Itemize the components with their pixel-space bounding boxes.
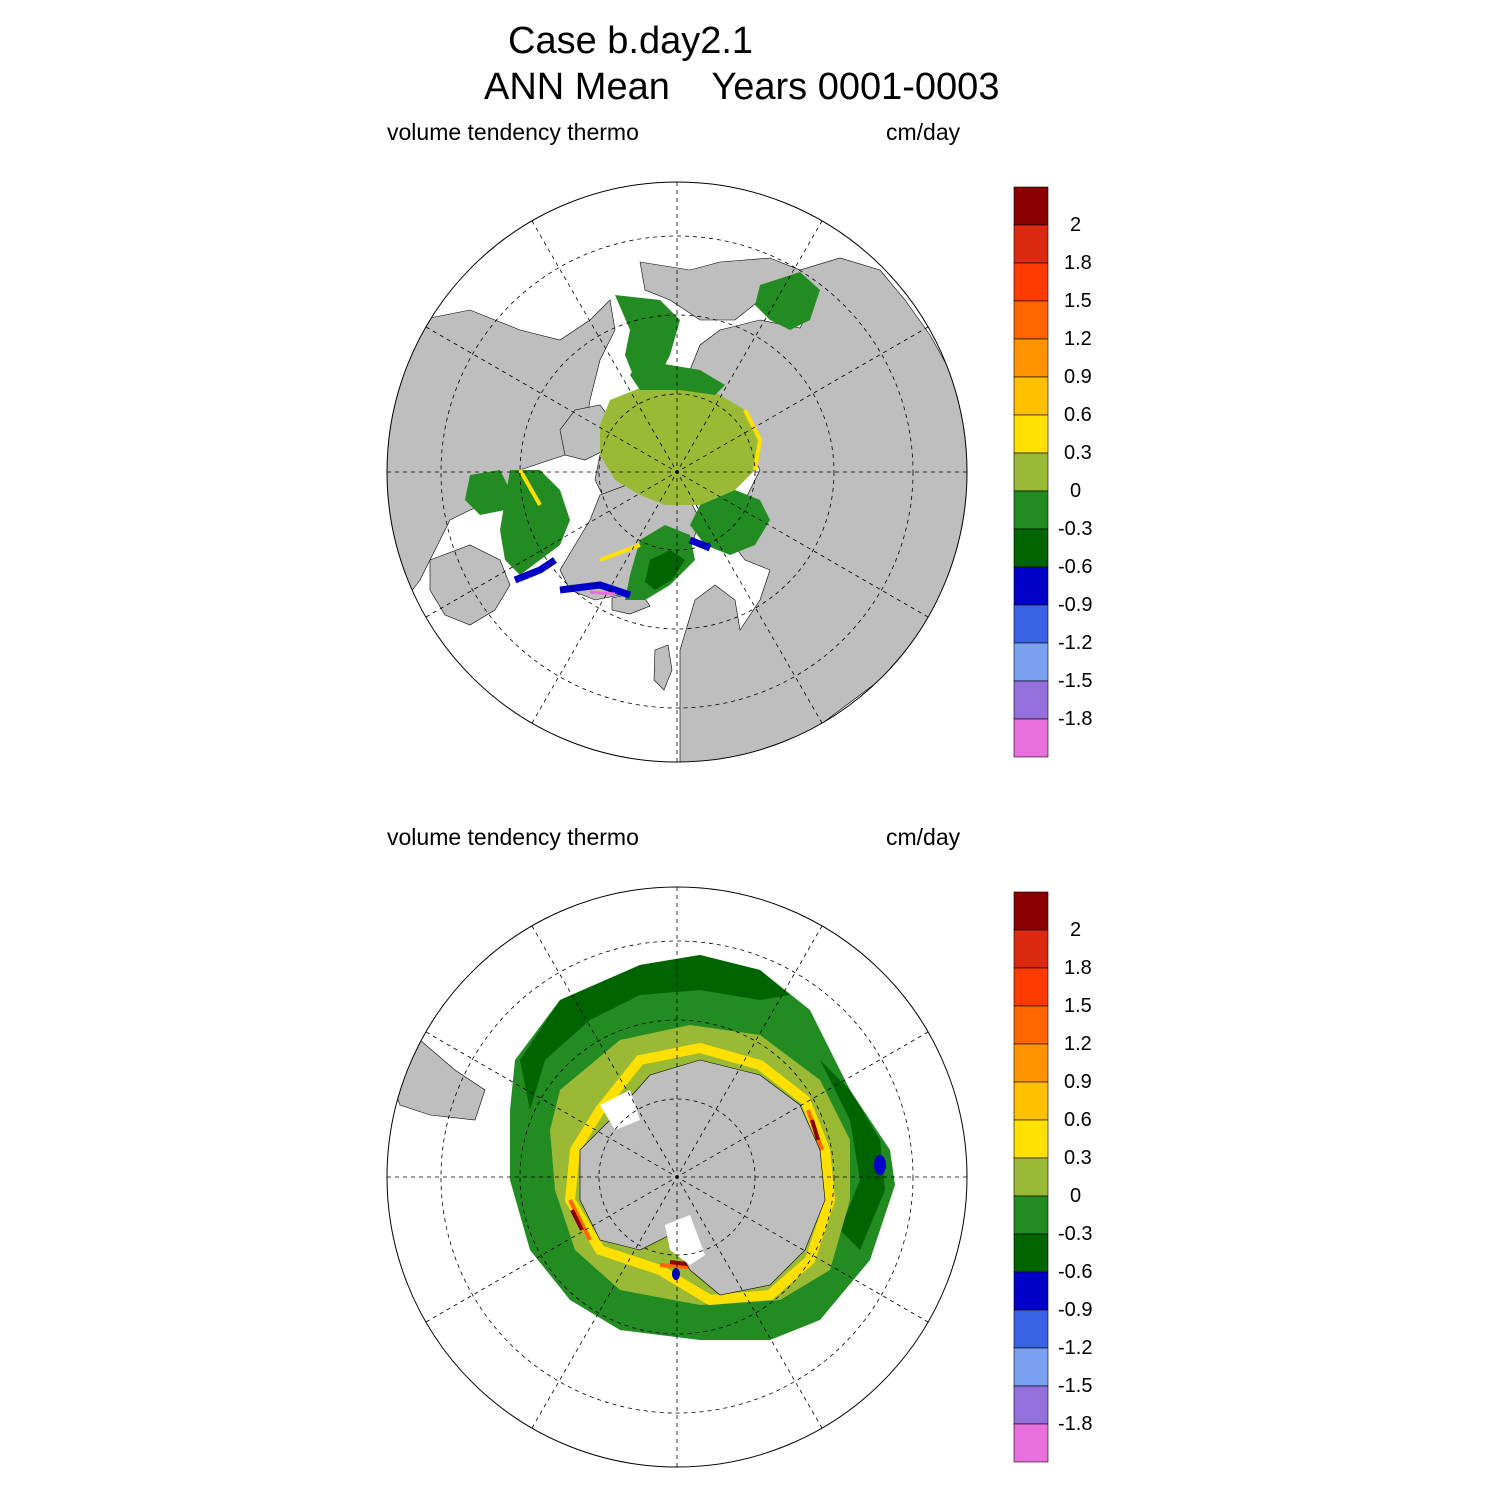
south-ice-melt-spot-2 xyxy=(672,1268,680,1280)
south-colorbar-swatch xyxy=(1013,1119,1049,1159)
north-colorbar-swatch xyxy=(1013,718,1049,758)
north-ice-melt-band-edge xyxy=(589,590,616,596)
north-land-uk xyxy=(653,644,673,691)
north-colorbar-tick-label: -0.6 xyxy=(1058,556,1093,578)
north-panel-variable-label: volume tendency thermo xyxy=(387,119,639,145)
north-ice-chukchi xyxy=(630,360,725,395)
south-colorbar-swatch xyxy=(1013,929,1049,969)
south-land-antarctica xyxy=(579,1059,826,1296)
north-panel-units-label: cm/day xyxy=(886,119,961,145)
south-polar-map xyxy=(386,886,968,1468)
south-colorbar-tick-label: 0 xyxy=(1070,1185,1082,1207)
north-colorbar-swatch xyxy=(1013,604,1049,644)
north-polar-map xyxy=(386,181,968,763)
south-land-south-america xyxy=(389,1039,486,1121)
south-colorbar-tick-label: 0.9 xyxy=(1064,1071,1092,1093)
south-colorbar-tick-label: -1.2 xyxy=(1058,1337,1093,1359)
north-ice-hudson xyxy=(465,470,510,515)
south-colorbar-tick-label: -0.3 xyxy=(1058,1223,1093,1245)
south-colorbar xyxy=(1013,891,1049,1463)
north-colorbar-tick-label: 0 xyxy=(1070,480,1082,502)
north-colorbar-tick-label: -1.8 xyxy=(1058,708,1093,730)
south-colorbar-swatch xyxy=(1013,1081,1049,1121)
north-colorbar-tick-label: 0.6 xyxy=(1064,404,1092,426)
south-colorbar-tick-label: 1.2 xyxy=(1064,1033,1092,1055)
north-colorbar-swatch xyxy=(1013,566,1049,606)
north-colorbar-tick-label: -1.5 xyxy=(1058,670,1093,692)
north-colorbar-tick-label: 1.5 xyxy=(1064,290,1092,312)
north-ice-okhotsk xyxy=(755,272,820,330)
north-land-labrador xyxy=(429,544,511,626)
plot-title-period: ANN Mean Years 0001-0003 xyxy=(484,66,1000,108)
north-colorbar-tick-label: 2 xyxy=(1070,214,1082,236)
south-colorbar-swatch xyxy=(1013,1157,1049,1197)
south-colorbar-swatch xyxy=(1013,1423,1049,1463)
south-colorbar-tick-label: -0.6 xyxy=(1058,1261,1093,1283)
north-ice-arctic-basin xyxy=(600,385,760,505)
north-colorbar-swatch xyxy=(1013,528,1049,568)
north-colorbar-tick-label: 0.9 xyxy=(1064,366,1092,388)
north-ice-greenland-sea-core xyxy=(645,550,685,590)
south-colorbar-swatch xyxy=(1013,967,1049,1007)
south-colorbar-tick-label: 1.8 xyxy=(1064,957,1092,979)
north-colorbar-swatch xyxy=(1013,300,1049,340)
north-colorbar-swatch xyxy=(1013,376,1049,416)
south-colorbar-swatch xyxy=(1013,1347,1049,1387)
north-colorbar-tick-label: -0.9 xyxy=(1058,594,1093,616)
north-colorbar-tick-label: -0.3 xyxy=(1058,518,1093,540)
north-colorbar-swatch xyxy=(1013,490,1049,530)
south-panel-variable-label: volume tendency thermo xyxy=(387,824,639,850)
south-ice-melt-spot xyxy=(874,1155,886,1175)
south-colorbar-swatch xyxy=(1013,891,1049,931)
south-colorbar-tick-label: -1.8 xyxy=(1058,1413,1093,1435)
plot-title-case: Case b.day2.1 xyxy=(508,20,754,62)
north-colorbar-swatch xyxy=(1013,414,1049,454)
north-colorbar-tick-label: 0.3 xyxy=(1064,442,1092,464)
north-colorbar-swatch xyxy=(1013,338,1049,378)
south-colorbar-swatch xyxy=(1013,1195,1049,1235)
north-colorbar-swatch xyxy=(1013,224,1049,264)
south-colorbar-swatch xyxy=(1013,1309,1049,1349)
north-colorbar xyxy=(1013,186,1049,758)
south-colorbar-tick-label: -1.5 xyxy=(1058,1375,1093,1397)
south-panel-units-label: cm/day xyxy=(886,824,961,850)
north-colorbar-tick-label: 1.8 xyxy=(1064,252,1092,274)
south-colorbar-tick-label: 2 xyxy=(1070,919,1082,941)
north-ice-melt-band xyxy=(513,536,712,599)
north-colorbar-swatch xyxy=(1013,680,1049,720)
north-ice-barents xyxy=(690,490,770,555)
north-ice-baffin xyxy=(500,470,570,575)
north-colorbar-swatch xyxy=(1013,452,1049,492)
north-colorbar-tick-label: -1.2 xyxy=(1058,632,1093,654)
south-colorbar-swatch xyxy=(1013,1271,1049,1311)
south-colorbar-tick-label: 1.5 xyxy=(1064,995,1092,1017)
north-colorbar-tick-label: 1.2 xyxy=(1064,328,1092,350)
south-colorbar-swatch xyxy=(1013,1043,1049,1083)
south-colorbar-tick-label: 0.3 xyxy=(1064,1147,1092,1169)
north-colorbar-swatch xyxy=(1013,262,1049,302)
south-ice-shelf-weddell xyxy=(600,1090,640,1130)
north-ice-bering xyxy=(615,295,680,380)
south-colorbar-swatch xyxy=(1013,1233,1049,1273)
south-colorbar-tick-label: -0.9 xyxy=(1058,1299,1093,1321)
south-colorbar-tick-label: 0.6 xyxy=(1064,1109,1092,1131)
north-colorbar-swatch xyxy=(1013,186,1049,226)
north-colorbar-swatch xyxy=(1013,642,1049,682)
south-ice-outer-dark xyxy=(520,955,885,1250)
south-colorbar-swatch xyxy=(1013,1005,1049,1045)
south-colorbar-swatch xyxy=(1013,1385,1049,1425)
